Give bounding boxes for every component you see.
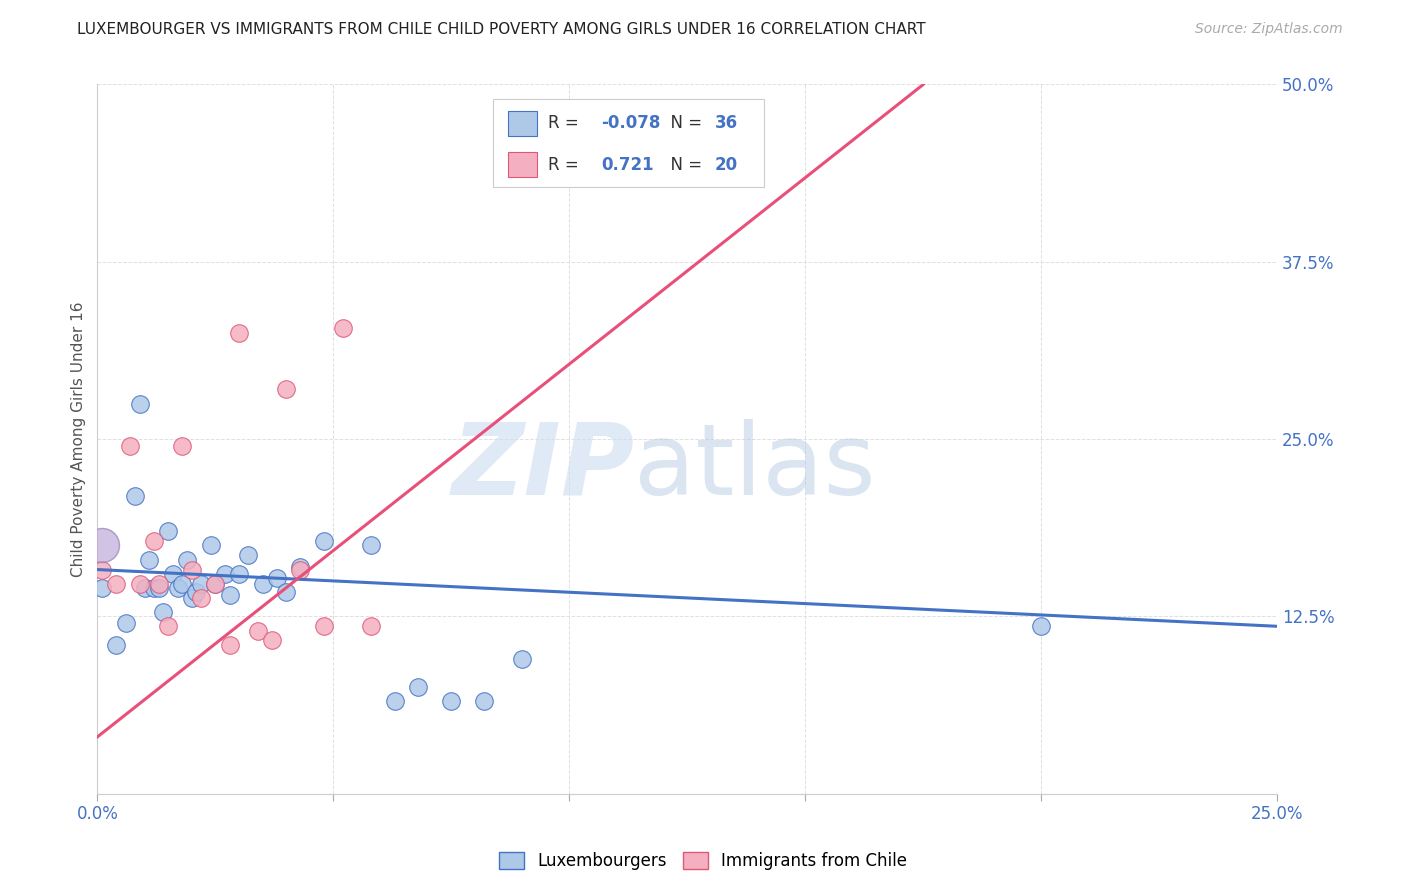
Point bbox=[1031, 619, 1053, 633]
Point bbox=[134, 581, 156, 595]
Point bbox=[510, 652, 533, 666]
Point bbox=[238, 549, 260, 563]
Point bbox=[91, 538, 114, 552]
Point bbox=[105, 576, 128, 591]
Point bbox=[332, 321, 354, 335]
Point bbox=[276, 585, 298, 599]
Text: Source: ZipAtlas.com: Source: ZipAtlas.com bbox=[1195, 22, 1343, 37]
Point bbox=[180, 563, 202, 577]
Point bbox=[200, 538, 222, 552]
Point bbox=[408, 681, 430, 695]
Point bbox=[124, 489, 146, 503]
Point bbox=[172, 576, 194, 591]
Point bbox=[190, 591, 212, 605]
Point bbox=[91, 581, 114, 595]
Legend: Luxembourgers, Immigrants from Chile: Luxembourgers, Immigrants from Chile bbox=[492, 845, 914, 877]
Point bbox=[166, 581, 188, 595]
Text: 0.721: 0.721 bbox=[602, 155, 654, 174]
Point bbox=[91, 563, 114, 577]
Text: -0.078: -0.078 bbox=[602, 114, 661, 132]
Point bbox=[228, 566, 250, 581]
Text: R =: R = bbox=[548, 114, 583, 132]
Point bbox=[152, 605, 174, 619]
FancyBboxPatch shape bbox=[508, 112, 537, 136]
Point bbox=[128, 576, 150, 591]
Text: N =: N = bbox=[661, 155, 707, 174]
Point bbox=[246, 624, 269, 638]
Text: LUXEMBOURGER VS IMMIGRANTS FROM CHILE CHILD POVERTY AMONG GIRLS UNDER 16 CORRELA: LUXEMBOURGER VS IMMIGRANTS FROM CHILE CH… bbox=[77, 22, 927, 37]
Text: 20: 20 bbox=[714, 155, 738, 174]
Point bbox=[148, 576, 170, 591]
Point bbox=[214, 566, 236, 581]
Point bbox=[228, 326, 250, 340]
Point bbox=[276, 383, 298, 397]
Point bbox=[157, 524, 180, 539]
Point bbox=[128, 396, 150, 410]
Point bbox=[143, 581, 166, 595]
Point bbox=[204, 576, 226, 591]
Text: R =: R = bbox=[548, 155, 583, 174]
Point bbox=[204, 576, 226, 591]
Point bbox=[186, 585, 208, 599]
Text: N =: N = bbox=[661, 114, 707, 132]
Point bbox=[190, 576, 212, 591]
Point bbox=[252, 576, 274, 591]
Point bbox=[218, 588, 240, 602]
Point bbox=[138, 552, 160, 566]
Text: atlas: atlas bbox=[634, 419, 876, 516]
Point bbox=[472, 694, 495, 708]
Point bbox=[157, 619, 180, 633]
Text: 36: 36 bbox=[714, 114, 738, 132]
Y-axis label: Child Poverty Among Girls Under 16: Child Poverty Among Girls Under 16 bbox=[72, 301, 86, 577]
Point bbox=[360, 538, 382, 552]
Point bbox=[290, 559, 312, 574]
Point bbox=[176, 552, 198, 566]
Point bbox=[260, 633, 283, 648]
Point bbox=[120, 439, 142, 453]
Point bbox=[148, 581, 170, 595]
Point bbox=[266, 571, 288, 585]
Point bbox=[143, 534, 166, 549]
Point bbox=[312, 619, 335, 633]
Text: ZIP: ZIP bbox=[451, 419, 634, 516]
Point bbox=[105, 638, 128, 652]
Point bbox=[218, 638, 240, 652]
FancyBboxPatch shape bbox=[492, 99, 763, 187]
Point bbox=[384, 694, 406, 708]
Point bbox=[312, 534, 335, 549]
FancyBboxPatch shape bbox=[508, 152, 537, 177]
Point bbox=[180, 591, 202, 605]
Point bbox=[440, 694, 463, 708]
Point bbox=[162, 566, 184, 581]
Point bbox=[172, 439, 194, 453]
Point bbox=[290, 563, 312, 577]
Point bbox=[114, 616, 136, 631]
Point bbox=[360, 619, 382, 633]
